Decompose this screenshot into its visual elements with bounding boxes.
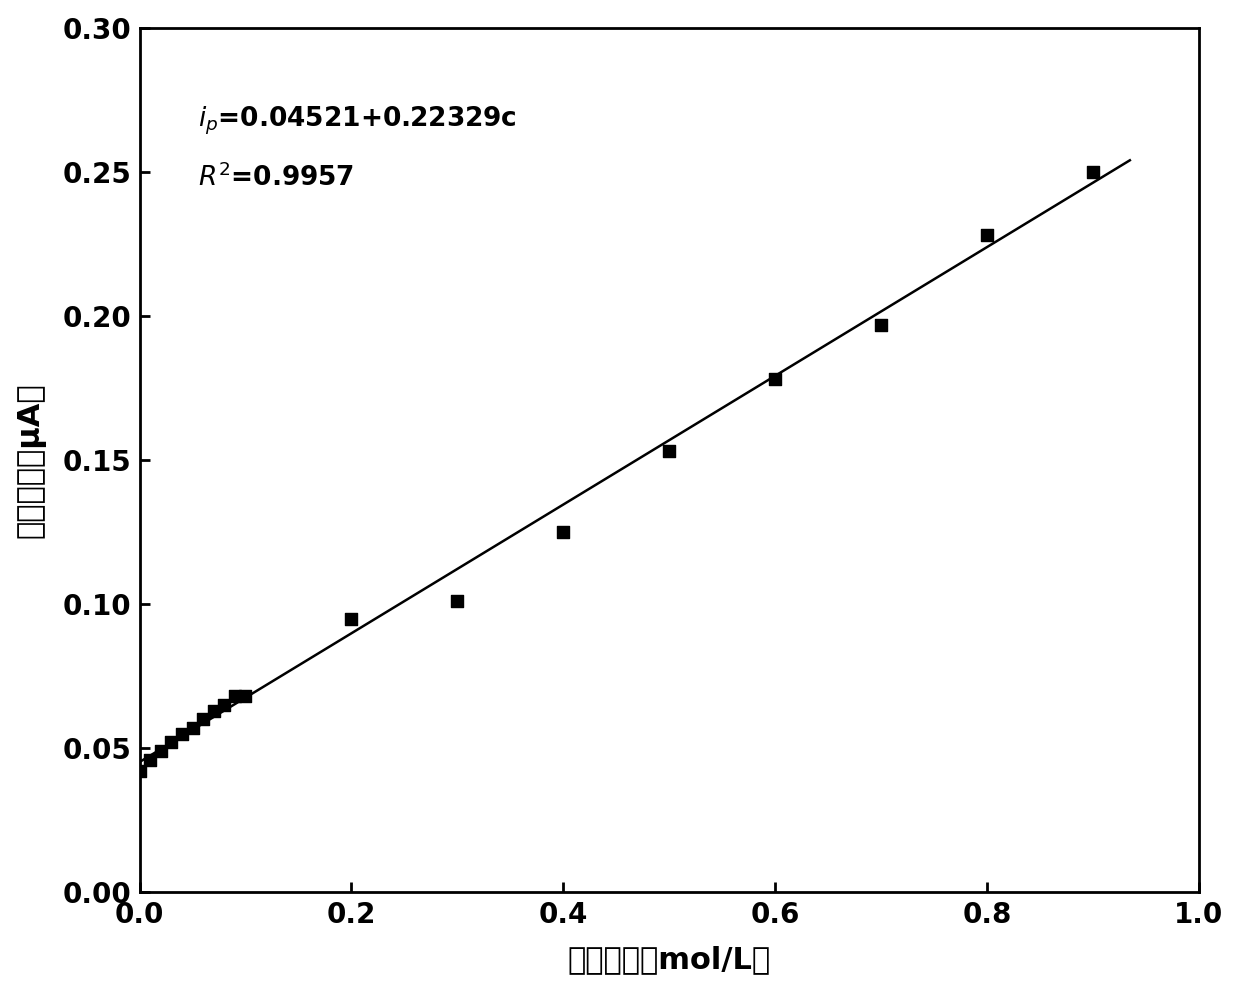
Point [215,697,234,713]
Point [130,763,150,779]
Point [448,594,467,609]
Point [870,316,890,332]
Point [224,689,244,705]
Point [977,227,997,243]
Point [193,712,213,727]
Y-axis label: 响应电流（μA）: 响应电流（μA） [16,383,46,538]
Text: $R^2$=0.9957: $R^2$=0.9957 [198,164,353,192]
Point [341,610,361,626]
X-axis label: 离子浓度（mol/L）: 离子浓度（mol/L） [568,945,771,974]
Point [765,372,785,387]
Point [161,734,181,750]
Point [151,743,171,759]
Point [236,689,255,705]
Point [660,443,680,459]
Point [1083,164,1102,179]
Point [182,720,202,736]
Point [172,725,192,741]
Point [140,752,160,768]
Point [553,524,573,540]
Point [203,703,223,718]
Text: $i_p$=0.04521+0.22329c: $i_p$=0.04521+0.22329c [198,105,516,137]
